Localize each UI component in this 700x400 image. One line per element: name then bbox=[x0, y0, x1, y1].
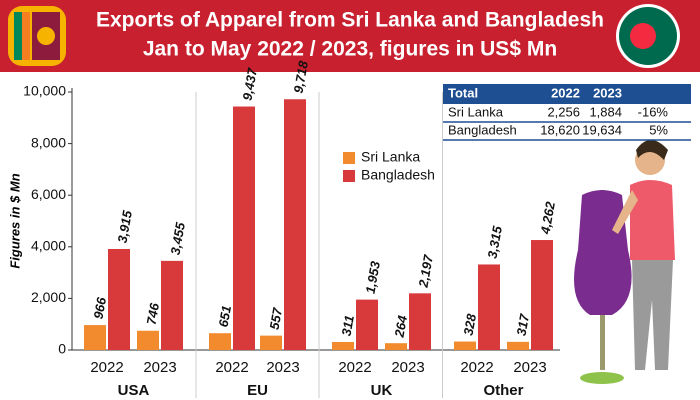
legend-swatch bbox=[343, 170, 355, 182]
table-cell: 1,884 bbox=[589, 104, 622, 119]
x-tick-label: 2022 bbox=[90, 359, 123, 376]
value-label: 1,953 bbox=[363, 259, 384, 294]
group-label: UK bbox=[371, 382, 393, 399]
x-tick-label: 2022 bbox=[215, 359, 248, 376]
bar bbox=[531, 240, 553, 350]
table-cell: Bangladesh bbox=[448, 122, 517, 137]
legend-swatch bbox=[343, 152, 355, 164]
table-cell: 2,256 bbox=[547, 104, 580, 119]
value-label: 4,262 bbox=[537, 200, 558, 236]
y-tick-label: 6,000 bbox=[31, 186, 66, 202]
illustration bbox=[574, 140, 675, 384]
bar bbox=[478, 264, 500, 350]
bangladesh-flag bbox=[616, 4, 680, 68]
legend-label: Bangladesh bbox=[361, 167, 435, 183]
value-label: 557 bbox=[267, 306, 286, 331]
value-label: 746 bbox=[144, 301, 163, 326]
table-header: 2022 bbox=[551, 85, 580, 100]
value-label: 328 bbox=[461, 312, 480, 337]
table-cell: Sri Lanka bbox=[448, 104, 504, 119]
value-label: 966 bbox=[91, 295, 110, 320]
bar bbox=[260, 335, 282, 350]
value-label: 264 bbox=[391, 314, 410, 340]
y-tick-label: 0 bbox=[58, 341, 66, 357]
y-tick-label: 10,000 bbox=[23, 83, 66, 99]
table-header-bg bbox=[443, 84, 691, 104]
y-tick-label: 8,000 bbox=[31, 134, 66, 150]
bar bbox=[137, 330, 159, 350]
x-tick-label: 2022 bbox=[338, 359, 371, 376]
bar bbox=[284, 99, 306, 350]
table-cell: 5% bbox=[649, 122, 668, 137]
y-tick-label: 4,000 bbox=[31, 238, 66, 254]
group-label: Other bbox=[483, 382, 523, 399]
value-label: 311 bbox=[339, 314, 357, 337]
x-tick-label: 2023 bbox=[391, 359, 424, 376]
value-label: 3,915 bbox=[115, 209, 136, 244]
x-tick-label: 2023 bbox=[266, 359, 299, 376]
table-cell: -16% bbox=[638, 104, 669, 119]
table-cell: 19,634 bbox=[582, 122, 622, 137]
bar bbox=[454, 341, 476, 350]
x-tick-label: 2023 bbox=[143, 359, 176, 376]
bar bbox=[507, 341, 529, 350]
bar bbox=[356, 299, 378, 350]
chart-title: Exports of Apparel from Sri Lanka and Ba… bbox=[96, 9, 604, 32]
chart-subtitle: Jan to May 2022 / 2023, figures in US$ M… bbox=[143, 38, 557, 61]
bar bbox=[108, 248, 130, 350]
legend-label: Sri Lanka bbox=[361, 149, 420, 165]
group-label: EU bbox=[247, 382, 268, 399]
value-label: 9,718 bbox=[291, 59, 312, 94]
table-cell: 18,620 bbox=[540, 122, 580, 137]
bar bbox=[385, 343, 407, 350]
bar bbox=[409, 293, 431, 350]
group-label: USA bbox=[118, 382, 150, 399]
table-header: Total bbox=[448, 85, 478, 100]
value-label: 3,315 bbox=[485, 224, 506, 259]
header-band bbox=[0, 0, 700, 72]
x-tick-label: 2023 bbox=[513, 359, 546, 376]
value-label: 9,437 bbox=[240, 66, 261, 101]
bar bbox=[161, 260, 183, 350]
y-axis-label: Figures in $ Mn bbox=[7, 173, 22, 268]
y-tick-label: 2,000 bbox=[31, 289, 66, 305]
bar bbox=[84, 325, 106, 350]
value-label: 317 bbox=[514, 312, 533, 337]
value-label: 3,455 bbox=[168, 221, 189, 256]
bar bbox=[209, 333, 231, 350]
sri-lanka-flag bbox=[8, 6, 66, 66]
value-label: 651 bbox=[216, 304, 235, 328]
table-header: 2023 bbox=[593, 85, 622, 100]
bar bbox=[332, 341, 354, 350]
bar bbox=[233, 106, 255, 351]
value-label: 2,197 bbox=[415, 253, 436, 289]
x-tick-label: 2022 bbox=[460, 359, 493, 376]
